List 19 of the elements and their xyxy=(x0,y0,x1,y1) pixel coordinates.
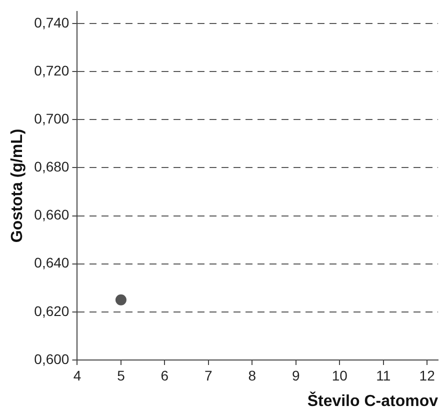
y-tick-label: 0,680 xyxy=(34,158,70,175)
y-axis-title: Gostota (g/mL) xyxy=(9,128,26,243)
x-tick-label: 5 xyxy=(117,367,126,384)
x-tick-label: 11 xyxy=(376,367,391,384)
x-tick-label: 12 xyxy=(419,367,436,384)
y-tick-label: 0,660 xyxy=(34,206,70,223)
x-tick-label: 7 xyxy=(204,367,213,384)
y-tick-label: 0,740 xyxy=(34,14,70,30)
x-tick-label: 6 xyxy=(160,367,169,384)
y-tick-label: 0,600 xyxy=(34,350,70,367)
x-tick-label: 9 xyxy=(292,367,300,384)
y-tick-label: 0,640 xyxy=(34,254,70,271)
y-tick-label: 0,720 xyxy=(34,62,70,78)
y-tick-label: 0,620 xyxy=(34,302,70,319)
x-tick-label: 8 xyxy=(248,367,256,384)
y-tick-label: 0,700 xyxy=(34,110,70,126)
x-axis-title: Število C-atomov xyxy=(307,390,438,410)
x-tick-label: 4 xyxy=(73,367,82,384)
x-tick-label: 10 xyxy=(332,367,348,384)
